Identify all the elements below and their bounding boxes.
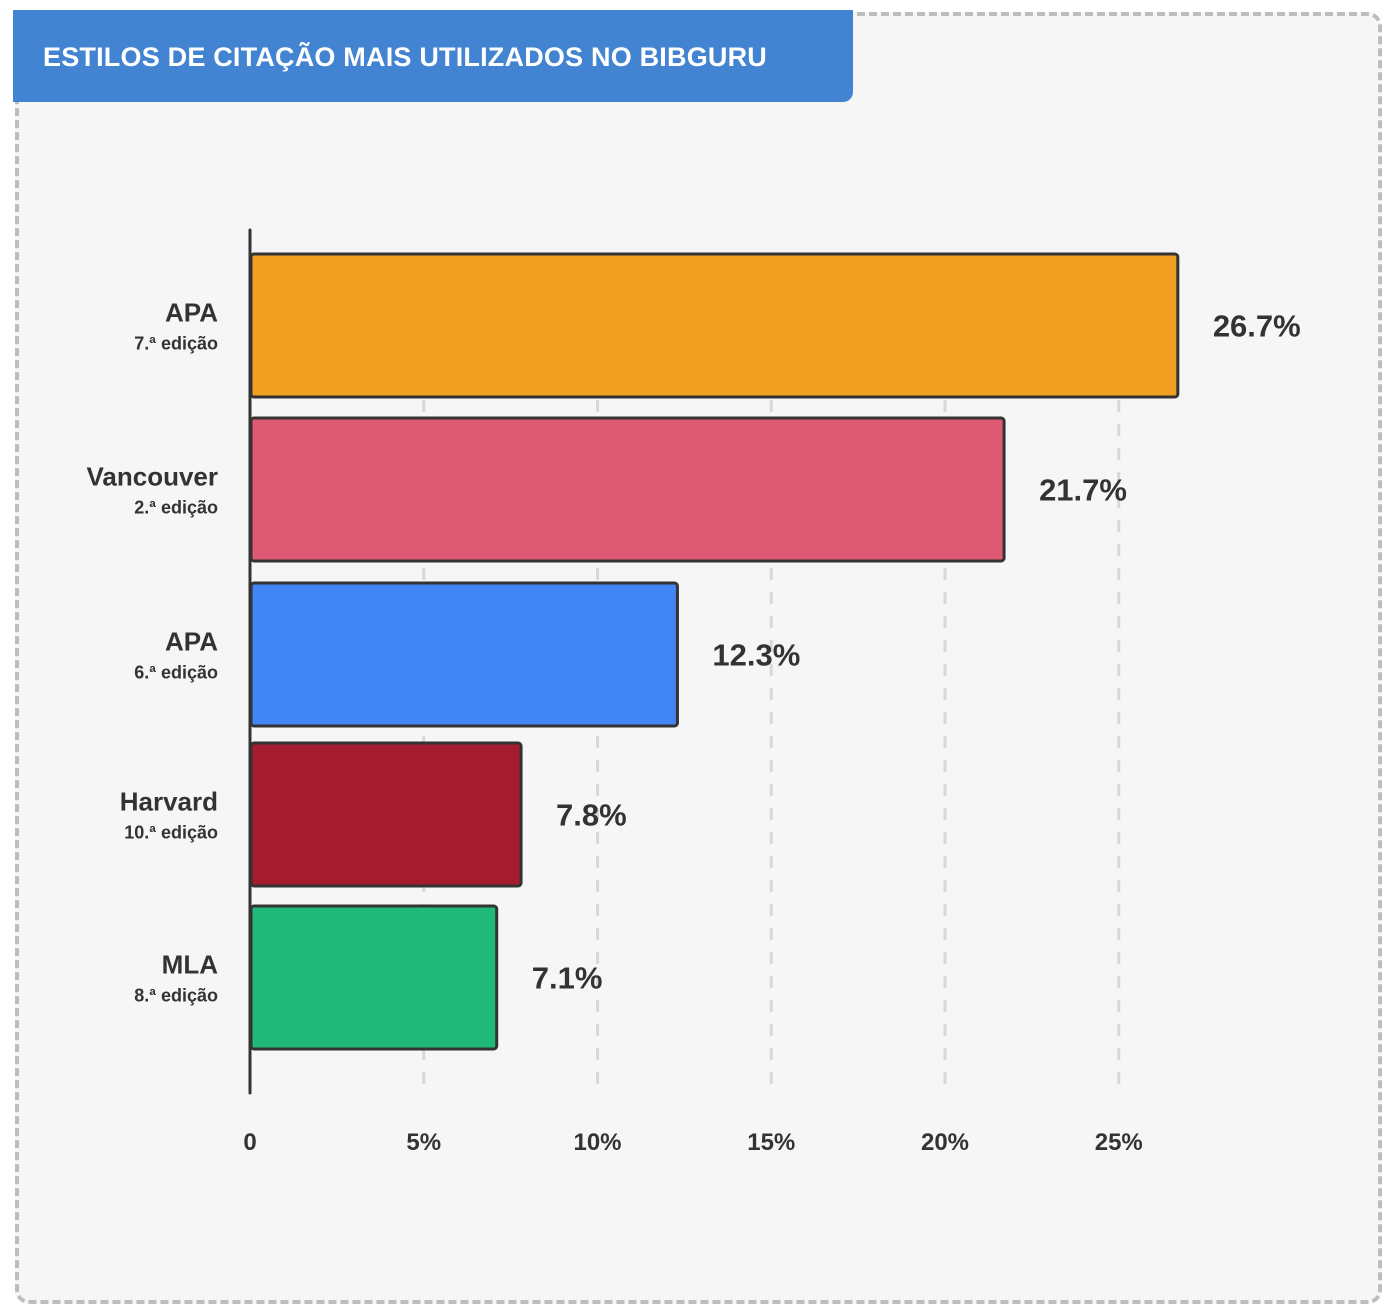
value-label: 12.3% xyxy=(712,638,800,673)
category-label: APA xyxy=(165,627,218,657)
title-banner: ESTILOS DE CITAÇÃO MAIS UTILIZADOS NO BI… xyxy=(13,10,853,102)
x-tick-label: 5% xyxy=(406,1129,441,1156)
x-tick-label: 0 xyxy=(243,1129,256,1156)
x-tick-label: 20% xyxy=(921,1129,969,1156)
value-label: 21.7% xyxy=(1039,473,1127,508)
category-label: MLA xyxy=(162,950,219,980)
bar xyxy=(249,904,499,1051)
category-label: Vancouver xyxy=(86,462,218,492)
x-tick-label: 25% xyxy=(1095,1129,1143,1156)
category-edition-label: 8.ª edição xyxy=(134,986,218,1006)
value-label: 7.8% xyxy=(556,798,627,833)
bar xyxy=(249,252,1180,399)
value-label: 7.1% xyxy=(532,961,603,996)
category-edition-label: 2.ª edição xyxy=(134,498,218,518)
bar xyxy=(249,416,1006,563)
chart-card xyxy=(15,12,1382,1304)
value-label: 26.7% xyxy=(1213,309,1301,344)
category-edition-label: 10.ª edição xyxy=(124,823,218,843)
bar xyxy=(249,581,679,728)
category-label: APA xyxy=(165,298,218,328)
bar xyxy=(249,741,523,888)
chart-title: ESTILOS DE CITAÇÃO MAIS UTILIZADOS NO BI… xyxy=(43,42,767,72)
category-label: Harvard xyxy=(120,787,218,817)
x-tick-label: 10% xyxy=(573,1129,621,1156)
category-edition-label: 7.ª edição xyxy=(134,334,218,354)
x-tick-label: 15% xyxy=(747,1129,795,1156)
category-edition-label: 6.ª edição xyxy=(134,663,218,683)
